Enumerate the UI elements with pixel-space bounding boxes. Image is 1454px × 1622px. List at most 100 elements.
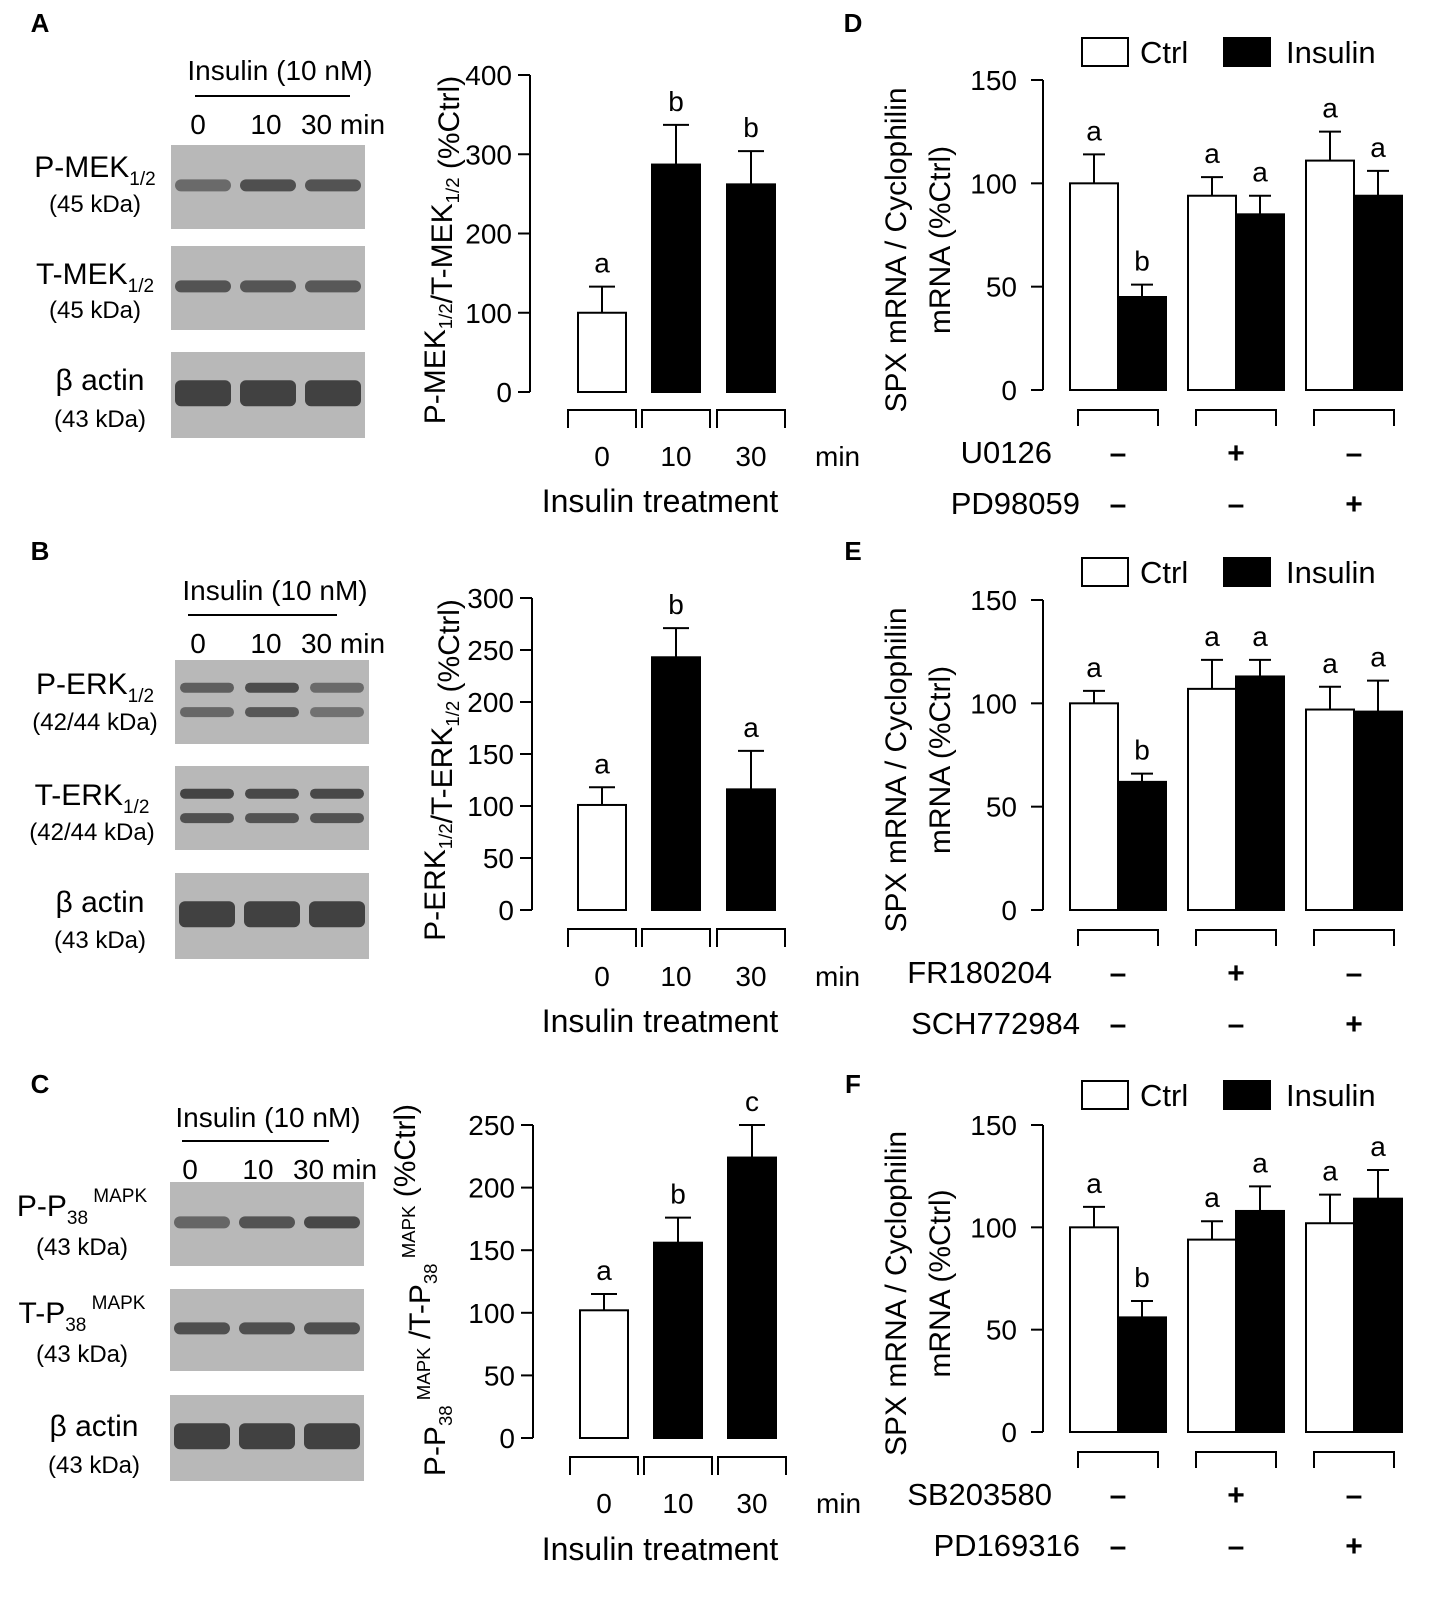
blot-lane-label: 30 min [301,109,385,140]
blot-row-kda: (43 kDa) [54,406,146,433]
blot-treatment-header: Insulin (10 nM) [187,55,372,86]
x-category-label: 0 [596,1488,612,1519]
treatment-sign: + [1227,1479,1245,1512]
treatment-sign: + [1345,1530,1363,1563]
blot-band [245,788,299,799]
panel-letter-b: B [31,536,50,566]
significance-letter: b [1134,246,1150,277]
legend-swatch-insulin [1223,1080,1271,1110]
treatment-sign: – [1228,1008,1245,1041]
bar [653,1241,703,1439]
group-bracket [1077,929,1159,946]
significance-letter: a [1252,621,1268,652]
blot-panel-c: C Insulin (10 nM) 0 10 30 min P-P38 MAPK (43 k… [17,1069,377,1481]
y-tick-label: 100 [970,688,1017,719]
blot-row-label: T-ERK1/2 [35,779,150,818]
legend-swatch-ctrl [1081,557,1129,587]
x-category-label: 30 [735,961,766,992]
blot-band [180,707,234,718]
group-bracket [569,1456,639,1475]
group-bracket [1077,409,1159,426]
bar [651,163,701,393]
significance-letter: a [1322,93,1338,124]
blot-band [305,280,361,293]
group-bracket [641,928,711,947]
blot-band [240,179,296,192]
y-tick-label: 150 [467,739,514,770]
y-tick-label: 0 [496,377,512,408]
treatment-name: SB203580 [907,1477,1052,1512]
chart-f: F 0 50 100 150 SPX mRNA / Cyclophilin mRNA (%C… [845,1069,1403,1563]
significance-letter: a [1322,1156,1338,1187]
blot-lane-label: 0 [182,1154,198,1185]
panel-letter-f: F [845,1069,861,1099]
x-category-label: 10 [660,441,691,472]
legend-label-ctrl: Ctrl [1140,555,1188,590]
blot-band [309,901,365,928]
legend-label-insulin: Insulin [1286,1078,1376,1113]
blot-treatment-header: Insulin (10 nM) [175,1102,360,1133]
blot-strip [175,660,369,744]
legend-swatch-insulin [1223,37,1271,67]
y-tick-label: 400 [465,60,512,91]
x-category-label: 10 [660,961,691,992]
y-tick-label: 100 [465,298,512,329]
blot-row-label: β actin [50,1410,139,1443]
bar-insulin [1117,780,1167,911]
blot-band [304,1216,360,1229]
blot-band [239,1423,295,1450]
blot-band [174,1216,230,1229]
y-tick-label: 0 [499,1423,515,1454]
x-category-label: 0 [594,961,610,992]
y-tick-label: 150 [970,1110,1017,1141]
legend-label-insulin: Insulin [1286,35,1376,70]
treatment-sign: – [1110,437,1127,470]
x-axis-label: Insulin treatment [542,1531,779,1567]
significance-letter: a [1370,1131,1386,1162]
y-tick-label: 100 [467,791,514,822]
bar-insulin [1117,1316,1167,1434]
bar-ctrl [1069,702,1119,911]
blot-row-kda: (43 kDa) [36,1234,128,1261]
treatment-name: PD169316 [933,1528,1080,1563]
blot-lane-label: 10 [250,109,281,140]
y-axis-label: P-MEK1/2/T-MEK1/2 (%Ctrl) [419,76,466,424]
treatment-name: SCH772984 [911,1006,1080,1041]
group-bracket [567,409,637,428]
blot-band [179,901,235,928]
chart-d: D 0 50 100 150 SPX mRNA / Cyclophilin mRNA (%C… [844,8,1403,521]
x-category-label: 30 [736,1488,767,1519]
x-axis-label: Insulin treatment [542,483,779,519]
bar-ctrl [1187,1238,1237,1433]
y-tick-label: 0 [1001,895,1017,926]
treatment-sign: + [1345,488,1363,521]
significance-letter: b [668,86,684,117]
significance-letter: a [1086,115,1102,146]
bar-insulin [1235,675,1285,912]
x-category-label: 0 [594,441,610,472]
significance-letter: a [594,248,610,279]
significance-letter: b [668,589,684,620]
group-bracket [1313,929,1395,946]
y-tick-label: 300 [465,139,512,170]
treatment-sign: – [1110,957,1127,990]
significance-letter: a [1252,1147,1268,1178]
treatment-sign: – [1110,488,1127,521]
group-bracket [716,409,786,428]
significance-letter: a [1322,648,1338,679]
group-bracket [1195,409,1277,426]
x-unit-label: min [816,1488,861,1519]
significance-letter: a [1204,1182,1220,1213]
bar-ctrl [1069,182,1119,391]
legend-swatch-insulin [1223,557,1271,587]
bar-insulin [1353,710,1403,911]
significance-letter: a [1204,621,1220,652]
treatment-sign: – [1110,1479,1127,1512]
blot-band [180,813,234,824]
blot-row-kda: (43 kDa) [48,1452,140,1479]
significance-letter: a [596,1255,612,1286]
significance-letter: b [1134,735,1150,766]
y-tick-label: 50 [986,272,1017,303]
blot-row-kda: (42/44 kDa) [29,819,154,846]
